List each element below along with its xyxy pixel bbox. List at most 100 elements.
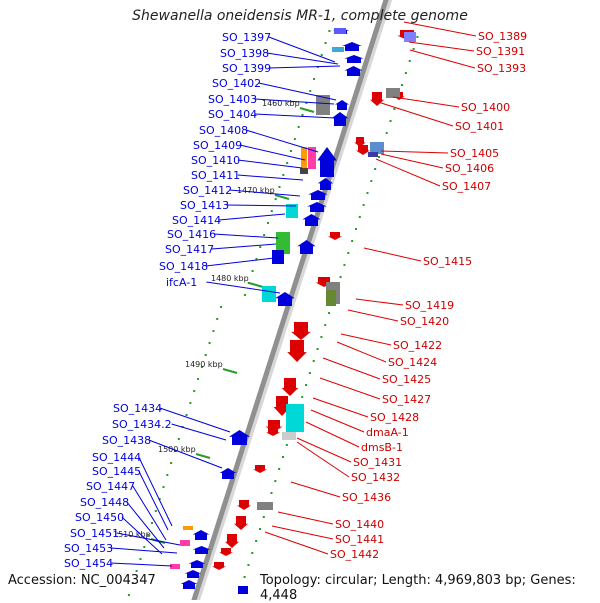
left-leader-line [237, 174, 304, 181]
right-gene-label: SO_1442 [330, 548, 379, 561]
right-leader-line [347, 309, 399, 322]
minor-tick [278, 186, 281, 188]
forward-gene [334, 28, 346, 34]
minor-tick [362, 204, 365, 206]
right-gene-label: SO_1401 [455, 120, 504, 133]
right-gene-label: SO_1420 [400, 315, 449, 328]
left-leader-line [138, 456, 173, 527]
minor-tick [243, 576, 246, 578]
minor-tick [339, 276, 342, 278]
left-gene-label: SO_1438 [102, 434, 151, 447]
minor-tick [166, 474, 169, 476]
minor-tick [408, 60, 411, 62]
reverse-gene [237, 500, 251, 510]
right-leader-line [403, 21, 477, 37]
forward-gene [297, 240, 316, 254]
right-leader-line [392, 96, 460, 108]
right-leader-line [336, 341, 387, 363]
minor-tick [301, 396, 304, 398]
minor-tick [389, 120, 392, 122]
left-leader-line [254, 98, 335, 105]
minor-tick [127, 594, 130, 596]
minor-tick [266, 222, 269, 224]
left-gene-label: SO_1445 [92, 465, 141, 478]
forward-gene [335, 100, 349, 110]
right-gene-label: SO_1391 [476, 45, 525, 58]
right-gene-label: SO_1422 [393, 339, 442, 352]
minor-tick [313, 78, 316, 80]
forward-gene [180, 580, 198, 589]
kbp-tick [222, 368, 238, 374]
minor-tick [358, 216, 361, 218]
minor-tick [212, 330, 215, 332]
forward-gene [300, 168, 308, 174]
left-gene-label: SO_1434.2 [112, 418, 172, 431]
left-gene-label: SO_1412 [183, 184, 232, 197]
minor-tick [270, 492, 273, 494]
minor-tick [312, 360, 315, 362]
minor-tick [200, 366, 203, 368]
left-leader-line [205, 257, 275, 267]
reverse-gene [286, 404, 304, 432]
left-leader-line [110, 547, 178, 554]
reverse-gene [212, 562, 226, 570]
right-gene-label: SO_1424 [388, 356, 437, 369]
forward-gene [286, 204, 298, 218]
minor-tick [216, 318, 219, 320]
minor-tick [412, 48, 415, 50]
forward-gene [317, 178, 334, 190]
right-gene-label: SO_1431 [353, 456, 402, 469]
left-gene-label: SO_1453 [64, 542, 113, 555]
left-gene-label: SO_1398 [220, 47, 269, 60]
kbp-tick [274, 194, 290, 200]
kbp-marker-label: 1480 kbp [211, 274, 249, 283]
minor-tick [251, 552, 254, 554]
right-leader-line [380, 153, 444, 169]
reverse-gene [282, 432, 296, 440]
left-leader-line [268, 65, 341, 69]
minor-tick [305, 102, 308, 104]
map-title: Shewanella oneidensis MR-1, complete gen… [132, 8, 468, 24]
minor-tick [170, 462, 173, 464]
kbp-tick [248, 282, 264, 288]
minor-tick [131, 582, 134, 584]
minor-tick [416, 36, 419, 38]
minor-tick [374, 168, 377, 170]
left-gene-label: SO_1410 [191, 154, 240, 167]
right-gene-label: SO_1407 [442, 180, 491, 193]
minor-tick [154, 510, 157, 512]
forward-gene [302, 214, 321, 226]
right-gene-label: SO_1427 [382, 393, 431, 406]
minor-tick [305, 384, 308, 386]
minor-tick [308, 372, 311, 374]
right-gene-label: SO_1425 [382, 373, 431, 386]
right-leader-line [375, 158, 441, 187]
left-leader-line [218, 213, 286, 221]
reverse-gene [354, 137, 366, 147]
forward-gene [331, 112, 349, 126]
forward-gene [272, 250, 284, 264]
minor-tick [255, 540, 258, 542]
left-gene-label: SO_1397 [222, 31, 271, 44]
left-gene-label: SO_1408 [199, 124, 248, 137]
right-leader-line [271, 525, 334, 540]
left-gene-label: SO_1413 [180, 199, 229, 212]
minor-tick [274, 198, 277, 200]
minor-tick [301, 114, 304, 116]
minor-tick [282, 174, 285, 176]
left-gene-label: SO_1451 [70, 527, 119, 540]
forward-gene [301, 147, 307, 169]
minor-tick [150, 522, 153, 524]
left-leader-line [206, 281, 281, 294]
minor-tick [278, 468, 281, 470]
minor-tick [193, 390, 196, 392]
minor-tick [243, 294, 246, 296]
left-leader-line [148, 439, 223, 469]
forward-gene [229, 430, 250, 445]
reverse-gene [257, 502, 273, 510]
left-leader-line [237, 159, 303, 169]
forward-gene [342, 42, 362, 51]
reverse-gene [326, 290, 336, 306]
minor-tick [208, 342, 211, 344]
minor-tick [197, 378, 200, 380]
